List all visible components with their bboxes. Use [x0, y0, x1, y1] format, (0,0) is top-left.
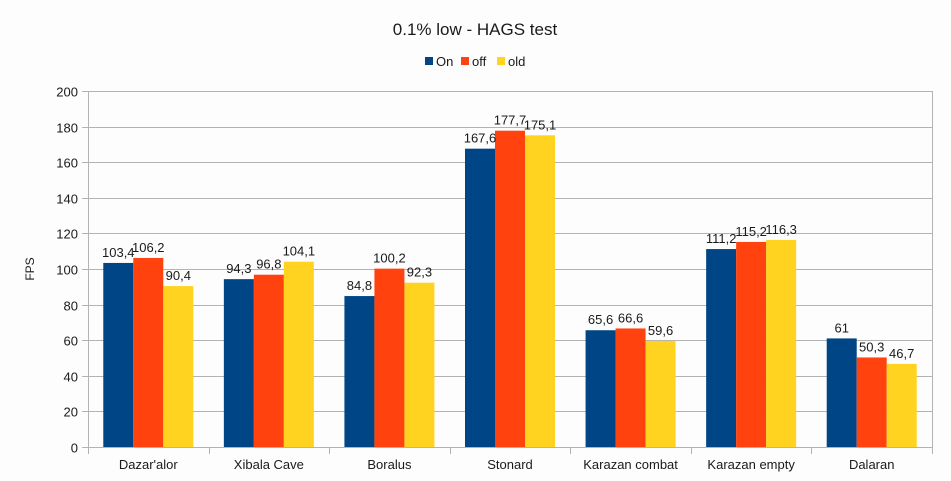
data-label: 116,3: [765, 222, 797, 237]
x-tick-label: Karazan empty: [707, 457, 795, 472]
bar-on: [585, 330, 616, 447]
y-tick-label: 100: [56, 263, 78, 278]
x-tick-label: Dalaran: [849, 457, 895, 472]
data-label: 167,6: [464, 131, 497, 146]
data-label: 66,6: [618, 310, 643, 325]
data-label: 65,6: [588, 312, 613, 327]
data-label: 103,4: [102, 245, 135, 260]
chart-title: 0.1% low - HAGS test: [393, 20, 558, 39]
legend-label-old: old: [508, 54, 525, 69]
bar-old: [645, 340, 676, 447]
x-tick-label: Stonard: [487, 457, 533, 472]
data-label: 90,4: [166, 268, 191, 283]
x-axis-ticks: Dazar'alor Xibala Cave Boralus Stonard Karaz…: [88, 447, 933, 472]
legend-label-on: On: [436, 54, 453, 69]
legend-swatch-old: [497, 57, 505, 65]
data-label: 50,3: [859, 339, 884, 354]
x-tick-label: Xibala Cave: [234, 457, 304, 472]
x-tick-label: Karazan combat: [583, 457, 678, 472]
bar-off: [615, 328, 646, 447]
bar-on: [706, 249, 737, 447]
legend: On off old: [425, 54, 525, 69]
y-tick-label: 40: [64, 370, 78, 385]
y-tick-label: 160: [56, 156, 78, 171]
bar-old: [283, 261, 314, 447]
bar-old: [404, 282, 435, 447]
bar-on: [223, 279, 254, 447]
data-label: 106,2: [132, 240, 165, 255]
bar-old: [886, 363, 917, 447]
bar-on: [344, 296, 375, 447]
axes: [88, 91, 933, 448]
y-tick-label: 180: [56, 121, 78, 136]
bar-on: [103, 262, 134, 447]
bar-off: [856, 357, 887, 447]
bar-off: [374, 268, 405, 447]
data-label: 61: [834, 320, 848, 335]
data-label: 94,3: [226, 261, 251, 276]
y-tick-label: 20: [64, 405, 78, 420]
bar-off: [495, 130, 525, 447]
y-tick-label: 140: [56, 192, 78, 207]
data-label: 104,1: [283, 244, 316, 259]
data-label: 177,7: [494, 113, 527, 128]
x-tick-label: Dazar'alor: [119, 457, 179, 472]
bar-off: [736, 241, 767, 447]
data-label: 46,7: [889, 346, 914, 361]
data-label: 59,6: [648, 323, 673, 338]
data-label: 100,2: [373, 251, 406, 266]
data-label: 84,8: [347, 278, 372, 293]
data-label: 96,8: [256, 257, 281, 272]
data-label: 175,1: [524, 117, 557, 132]
bar-old: [163, 286, 194, 447]
y-axis-ticks: 0 20 40 60 80 100 120 140 160 180 200: [56, 85, 88, 456]
y-tick-label: 200: [56, 85, 78, 100]
x-tick-label: Boralus: [367, 457, 412, 472]
bar-old: [766, 239, 797, 447]
legend-swatch-off: [461, 57, 469, 65]
y-tick-label: 120: [56, 227, 78, 242]
bar-on: [465, 148, 495, 447]
legend-swatch-on: [425, 57, 433, 65]
legend-label-off: off: [472, 54, 487, 69]
y-tick-label: 80: [64, 299, 78, 314]
bar-off: [133, 257, 164, 447]
y-tick-label: 60: [64, 334, 78, 349]
y-tick-label: 0: [71, 441, 78, 456]
data-label: 115,2: [735, 224, 767, 239]
bars: [103, 130, 917, 447]
bar-on: [826, 338, 857, 447]
data-label: 92,3: [407, 265, 432, 280]
bar-off: [253, 274, 284, 447]
data-label: 111,2: [706, 231, 737, 246]
y-axis-label: FPS: [23, 257, 37, 280]
bar-old: [525, 135, 555, 447]
